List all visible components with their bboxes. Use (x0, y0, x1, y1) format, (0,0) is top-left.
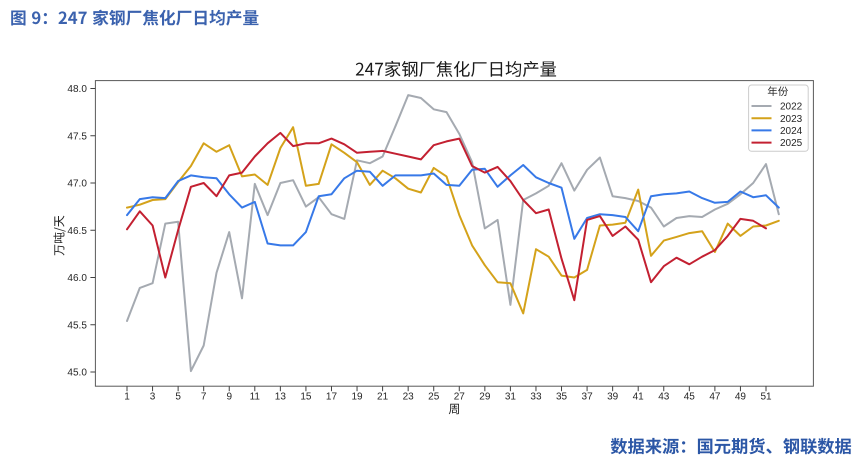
svg-text:5: 5 (175, 392, 181, 403)
svg-text:2024: 2024 (780, 126, 803, 137)
svg-text:39: 39 (607, 392, 619, 403)
svg-text:2022: 2022 (780, 102, 803, 113)
svg-text:27: 27 (454, 392, 466, 403)
svg-text:43: 43 (658, 392, 670, 403)
svg-text:11: 11 (250, 392, 261, 403)
svg-text:47.0: 47.0 (67, 179, 87, 190)
svg-text:13: 13 (275, 392, 287, 403)
svg-text:45: 45 (684, 392, 696, 403)
svg-text:31: 31 (505, 392, 517, 403)
svg-text:23: 23 (403, 392, 415, 403)
svg-text:29: 29 (479, 392, 491, 403)
svg-text:15: 15 (300, 392, 312, 403)
svg-text:51: 51 (760, 392, 772, 403)
svg-text:49: 49 (735, 392, 747, 403)
svg-text:17: 17 (326, 392, 338, 403)
svg-text:47: 47 (709, 392, 721, 403)
svg-text:45.0: 45.0 (67, 368, 87, 379)
svg-text:7: 7 (201, 392, 207, 403)
svg-text:2025: 2025 (780, 138, 803, 149)
svg-text:45.5: 45.5 (67, 320, 87, 331)
svg-text:48.0: 48.0 (67, 84, 87, 95)
svg-text:46.0: 46.0 (67, 273, 87, 284)
svg-text:35: 35 (556, 392, 568, 403)
svg-text:9: 9 (226, 392, 232, 403)
svg-text:2023: 2023 (780, 114, 803, 125)
svg-text:3: 3 (150, 392, 156, 403)
svg-text:21: 21 (377, 392, 389, 403)
svg-text:19: 19 (351, 392, 363, 403)
svg-text:33: 33 (530, 392, 542, 403)
svg-text:47.5: 47.5 (67, 131, 87, 142)
svg-text:41: 41 (633, 392, 645, 403)
svg-text:25: 25 (428, 392, 440, 403)
svg-text:46.5: 46.5 (67, 226, 87, 237)
svg-text:37: 37 (582, 392, 594, 403)
svg-text:1: 1 (124, 392, 130, 403)
